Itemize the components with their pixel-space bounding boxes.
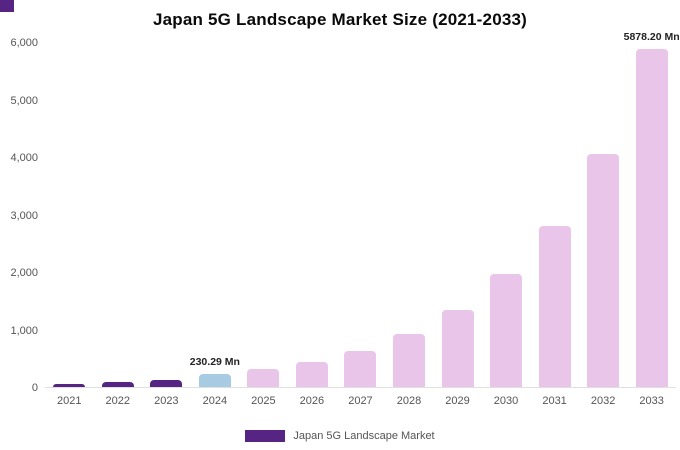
bar-2027 — [344, 350, 377, 387]
x-tick-2025: 2025 — [251, 395, 276, 407]
bar-2026 — [295, 361, 328, 387]
bar-column-2026 — [288, 43, 337, 387]
x-tick-2021: 2021 — [57, 395, 82, 407]
x-tick-2028: 2028 — [396, 395, 422, 407]
bar-2023 — [150, 379, 183, 387]
y-tick-5000: 5,000 — [10, 94, 38, 107]
bar-column-2025 — [239, 43, 288, 387]
y-tick-6000: 6,000 — [10, 37, 38, 49]
bar-2028 — [392, 334, 425, 387]
legend-swatch-icon — [245, 430, 286, 442]
bar-2024 — [198, 373, 231, 387]
bar-column-2032 — [579, 43, 628, 387]
x-tick-2023: 2023 — [154, 395, 179, 407]
y-tick-4000: 4,000 — [10, 152, 38, 164]
bar-column-2024: 230.29 Mn — [189, 43, 240, 387]
y-tick-1000: 1,000 — [10, 324, 38, 337]
bar-column-2028 — [385, 43, 434, 387]
x-tick-2030: 2030 — [493, 395, 519, 407]
x-tick-2026: 2026 — [299, 395, 325, 407]
bar-2031 — [538, 226, 571, 387]
x-tick-2031: 2031 — [542, 395, 567, 407]
bar-2033 — [635, 49, 668, 387]
x-tick-2027: 2027 — [348, 395, 373, 407]
legend: Japan 5G Landscape Market — [0, 430, 680, 442]
bar-2021 — [53, 383, 86, 387]
y-tick-3000: 3,000 — [10, 209, 38, 222]
bar-2032 — [587, 153, 620, 387]
y-axis: 0 1,000 2,000 3,000 4,000 5,000 6,000 — [0, 37, 40, 394]
bar-column-2023 — [142, 43, 191, 387]
bar-2025 — [247, 369, 280, 387]
bar-2029 — [441, 309, 474, 387]
bar-column-2031 — [530, 43, 579, 387]
data-label-2024: 230.29 Mn — [189, 355, 240, 368]
plot-area: 230.29 Mn 5878.20 Mn — [45, 31, 680, 388]
x-tick-2029: 2029 — [445, 395, 470, 407]
bar-column-2027 — [336, 43, 385, 387]
bar-column-2033: 5878.20 Mn — [624, 31, 680, 387]
x-axis: 2021 2022 2023 2024 2025 2026 2027 2028 2029 2030… — [45, 395, 676, 407]
bar-2030 — [490, 274, 523, 387]
bar-column-2021 — [45, 43, 94, 387]
legend-label: Japan 5G Landscape Market — [293, 430, 435, 442]
corner-brand-mark — [0, 0, 14, 12]
bar-column-2022 — [94, 43, 143, 387]
bar-column-2029 — [433, 43, 482, 387]
x-tick-2033: 2033 — [639, 395, 664, 407]
x-tick-2032: 2032 — [590, 395, 616, 407]
data-label-2033: 5878.20 Mn — [623, 31, 680, 44]
chart-title: Japan 5G Landscape Market Size (2021-203… — [152, 10, 528, 29]
bar-2022 — [101, 382, 134, 387]
x-tick-2024: 2024 — [202, 395, 228, 407]
bar-column-2030 — [482, 43, 531, 387]
x-tick-2022: 2022 — [105, 395, 131, 407]
y-tick-2000: 2,000 — [10, 267, 38, 279]
y-tick-0: 0 — [31, 382, 38, 394]
bars-row: 230.29 Mn 5878.20 Mn — [45, 31, 680, 387]
